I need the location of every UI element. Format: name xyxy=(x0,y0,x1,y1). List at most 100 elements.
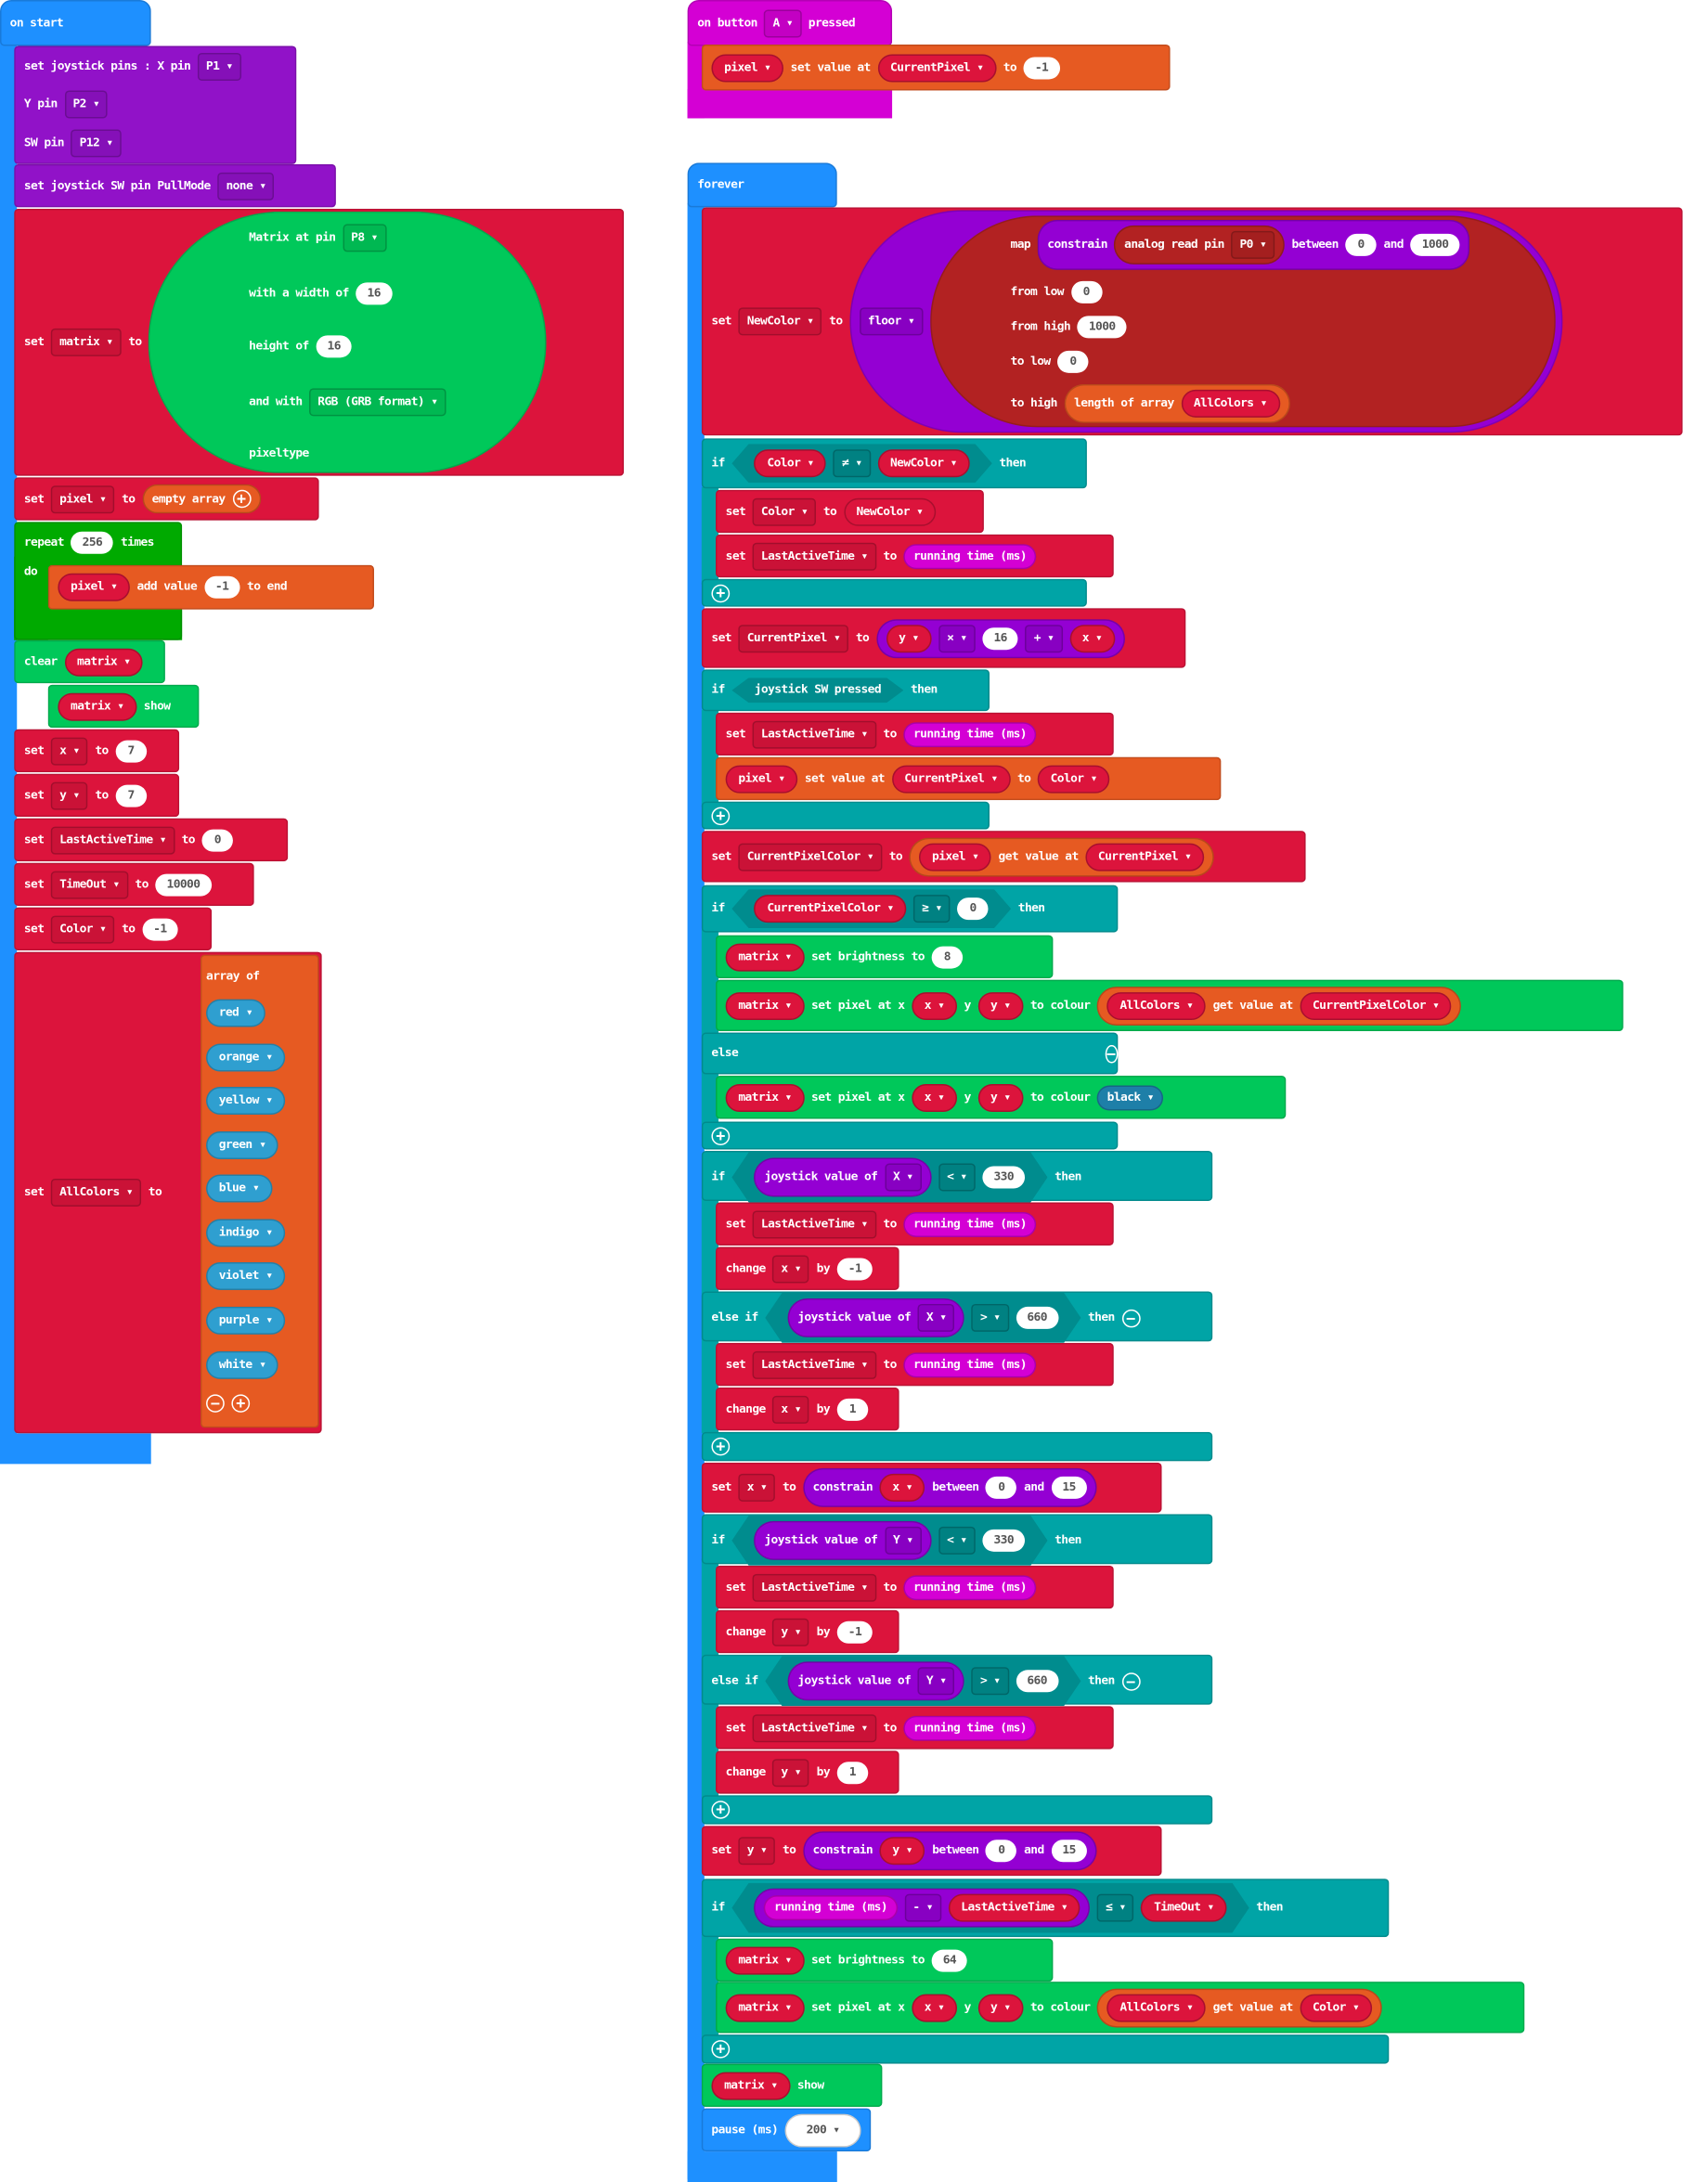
variable-dropdown[interactable]: y ▾ xyxy=(886,624,932,652)
field-dropdown[interactable]: floor ▾ xyxy=(859,307,924,336)
change-y-neg-block[interactable]: change y ▾ by -1 xyxy=(715,1609,899,1654)
variable-dropdown[interactable]: pixel ▾ xyxy=(58,573,130,601)
field-dropdown[interactable]: LastActiveTime ▾ xyxy=(752,1713,876,1742)
plus-circle-icon[interactable]: + xyxy=(711,1126,731,1145)
variable-dropdown[interactable]: x ▾ xyxy=(912,1083,957,1112)
field-dropdown[interactable]: P12 ▾ xyxy=(71,129,122,158)
reporter-block[interactable]: analog read pin P0 ▾ xyxy=(1114,225,1285,265)
reporter-block[interactable]: joystick value of X ▾ xyxy=(788,1298,965,1337)
plus-circle-icon[interactable]: + xyxy=(711,583,731,602)
number-input[interactable]: -1 xyxy=(836,1257,873,1280)
matrix-show-2-block[interactable]: matrix ▾ show xyxy=(701,2063,883,2108)
reporter-block[interactable]: floor ▾ map constrain analog read pin P0 ▾ be… xyxy=(849,210,1563,433)
boolean-condition[interactable]: joystick value of Y ▾ < ▾ 330 xyxy=(731,1516,1047,1566)
set-lat-block[interactable]: set LastActiveTime ▾ to 0 xyxy=(14,818,289,862)
reporter-block[interactable]: running time (ms) xyxy=(903,721,1037,747)
set-color-new-block[interactable]: set Color ▾ to NewColor ▾ xyxy=(715,489,984,534)
number-input[interactable]: -1 xyxy=(836,1620,873,1644)
variable-dropdown[interactable]: AllColors ▾ xyxy=(1181,390,1280,419)
if-color-foot-block[interactable]: + xyxy=(701,578,1087,607)
number-input[interactable]: 0 xyxy=(1070,281,1103,304)
brightness-8-block[interactable]: matrix ▾ set brightness to 8 xyxy=(715,935,1054,979)
number-input[interactable]: 10000 xyxy=(155,872,212,896)
number-input[interactable]: 0 xyxy=(986,1476,1017,1499)
number-input[interactable]: 0 xyxy=(1057,350,1089,373)
reporter-block[interactable]: joystick value of Y ▾ xyxy=(788,1661,965,1700)
minus-circle-icon[interactable]: − xyxy=(1105,1044,1118,1063)
color-dropdown[interactable]: purple ▾ xyxy=(206,1306,286,1335)
number-input[interactable]: 1 xyxy=(836,1761,869,1784)
field-dropdown[interactable]: LastActiveTime ▾ xyxy=(50,825,175,854)
field-dropdown[interactable]: y ▾ xyxy=(772,1618,810,1646)
constrain-y-block[interactable]: set y ▾ to constrain y ▾ between 0 and 15 xyxy=(701,1826,1162,1877)
reporter-block[interactable]: running time (ms) xyxy=(764,1895,897,1920)
field-dropdown[interactable]: x ▾ xyxy=(738,1473,776,1502)
color-dropdown[interactable]: yellow ▾ xyxy=(206,1087,286,1116)
number-input[interactable]: 0 xyxy=(201,828,234,851)
field-dropdown[interactable]: none ▾ xyxy=(217,172,275,200)
set-lat-6-block[interactable]: set LastActiveTime ▾ to running time (ms) xyxy=(715,1706,1114,1749)
variable-dropdown[interactable]: CurrentPixel ▾ xyxy=(1085,842,1205,871)
minus-circle-icon[interactable]: − xyxy=(1121,1672,1141,1691)
number-input[interactable]: 64 xyxy=(931,1948,968,1971)
number-input[interactable]: 330 xyxy=(982,1530,1025,1552)
elseif-x-high-block[interactable]: else if joystick value of X ▾ > ▾ 660 then − xyxy=(701,1291,1213,1341)
if-sw-foot-block[interactable]: + xyxy=(701,801,990,830)
variable-dropdown[interactable]: NewColor ▾ xyxy=(843,497,936,526)
set-matrix-block[interactable]: set matrix ▾ to Matrix at pin P8 ▾ with a wid… xyxy=(14,208,625,476)
field-dropdown[interactable]: y ▾ xyxy=(738,1837,776,1866)
field-dropdown[interactable]: ≥ ▾ xyxy=(913,895,951,923)
pixel-set-color-block[interactable]: pixel ▾ set value at CurrentPixel ▾ to Color… xyxy=(715,756,1222,801)
variable-dropdown[interactable]: AllColors ▾ xyxy=(1106,1993,1206,2021)
field-dropdown[interactable]: Color ▾ xyxy=(50,914,115,943)
field-dropdown[interactable]: x ▾ xyxy=(50,736,88,765)
field-dropdown[interactable]: > ▾ xyxy=(972,1304,1009,1332)
change-y-pos-block[interactable]: change y ▾ by 1 xyxy=(715,1750,899,1794)
boolean-condition[interactable]: joystick value of X ▾ < ▾ 330 xyxy=(731,1153,1047,1203)
number-input[interactable]: 660 xyxy=(1016,1670,1058,1692)
variable-dropdown[interactable]: pixel ▾ xyxy=(725,764,798,793)
variable-dropdown[interactable]: matrix ▾ xyxy=(725,1993,805,2021)
variable-dropdown[interactable]: matrix ▾ xyxy=(725,942,805,971)
reporter-block[interactable]: black ▾ xyxy=(1097,1084,1164,1110)
variable-dropdown[interactable]: matrix ▾ xyxy=(64,647,144,676)
field-dropdown[interactable]: ≠ ▾ xyxy=(834,449,871,477)
else-block[interactable]: else − xyxy=(701,1032,1119,1075)
if-cpc-foot-block[interactable]: + xyxy=(701,1121,1119,1150)
number-input[interactable]: -1 xyxy=(142,917,178,940)
if-timeout-foot-block[interactable]: + xyxy=(701,2034,1390,2064)
if-x-low-block[interactable]: if joystick value of X ▾ < ▾ 330 then xyxy=(701,1151,1213,1203)
reporter-block[interactable]: joystick value of X ▾ xyxy=(755,1158,932,1197)
field-dropdown[interactable]: TimeOut ▾ xyxy=(50,870,128,898)
field-dropdown[interactable]: LastActiveTime ▾ xyxy=(752,1209,876,1238)
field-dropdown[interactable]: > ▾ xyxy=(972,1667,1009,1695)
field-dropdown[interactable]: Y ▾ xyxy=(918,1667,955,1695)
color-dropdown[interactable]: white ▾ xyxy=(206,1350,279,1379)
set-color-block[interactable]: set Color ▾ to -1 xyxy=(14,907,213,951)
variable-dropdown[interactable]: x ▾ xyxy=(912,1993,957,2021)
number-input[interactable]: 0 xyxy=(1345,233,1377,256)
color-dropdown[interactable]: indigo ▾ xyxy=(206,1219,286,1247)
field-dropdown[interactable]: LastActiveTime ▾ xyxy=(752,719,876,748)
number-input[interactable]: 8 xyxy=(931,945,964,968)
boolean-condition[interactable]: Color ▾ ≠ ▾ NewColor ▾ xyxy=(731,444,991,483)
forever-block[interactable]: forever xyxy=(687,162,837,208)
number-input[interactable]: 256 xyxy=(71,531,114,554)
variable-dropdown[interactable]: y ▾ xyxy=(879,1837,925,1866)
number-input[interactable]: 15 xyxy=(1051,1476,1087,1499)
field-dropdown[interactable]: NewColor ▾ xyxy=(738,307,822,336)
variable-dropdown[interactable]: y ▾ xyxy=(977,1993,1024,2021)
reporter-block[interactable]: 200 ▾ xyxy=(784,2112,861,2147)
field-dropdown[interactable]: + ▾ xyxy=(1025,624,1063,652)
number-input[interactable]: 16 xyxy=(982,626,1019,650)
field-dropdown[interactable]: x ▾ xyxy=(772,1395,810,1424)
number-input[interactable]: 1000 xyxy=(1410,233,1460,256)
variable-dropdown[interactable]: x ▾ xyxy=(1069,624,1115,652)
variable-dropdown[interactable]: matrix ▾ xyxy=(725,1083,805,1112)
variable-dropdown[interactable]: TimeOut ▾ xyxy=(1141,1894,1226,1922)
field-dropdown[interactable]: Color ▾ xyxy=(752,497,817,526)
set-timeout-block[interactable]: set TimeOut ▾ to 10000 xyxy=(14,862,254,907)
set-lat-5-block[interactable]: set LastActiveTime ▾ to running time (ms) xyxy=(715,1565,1114,1609)
